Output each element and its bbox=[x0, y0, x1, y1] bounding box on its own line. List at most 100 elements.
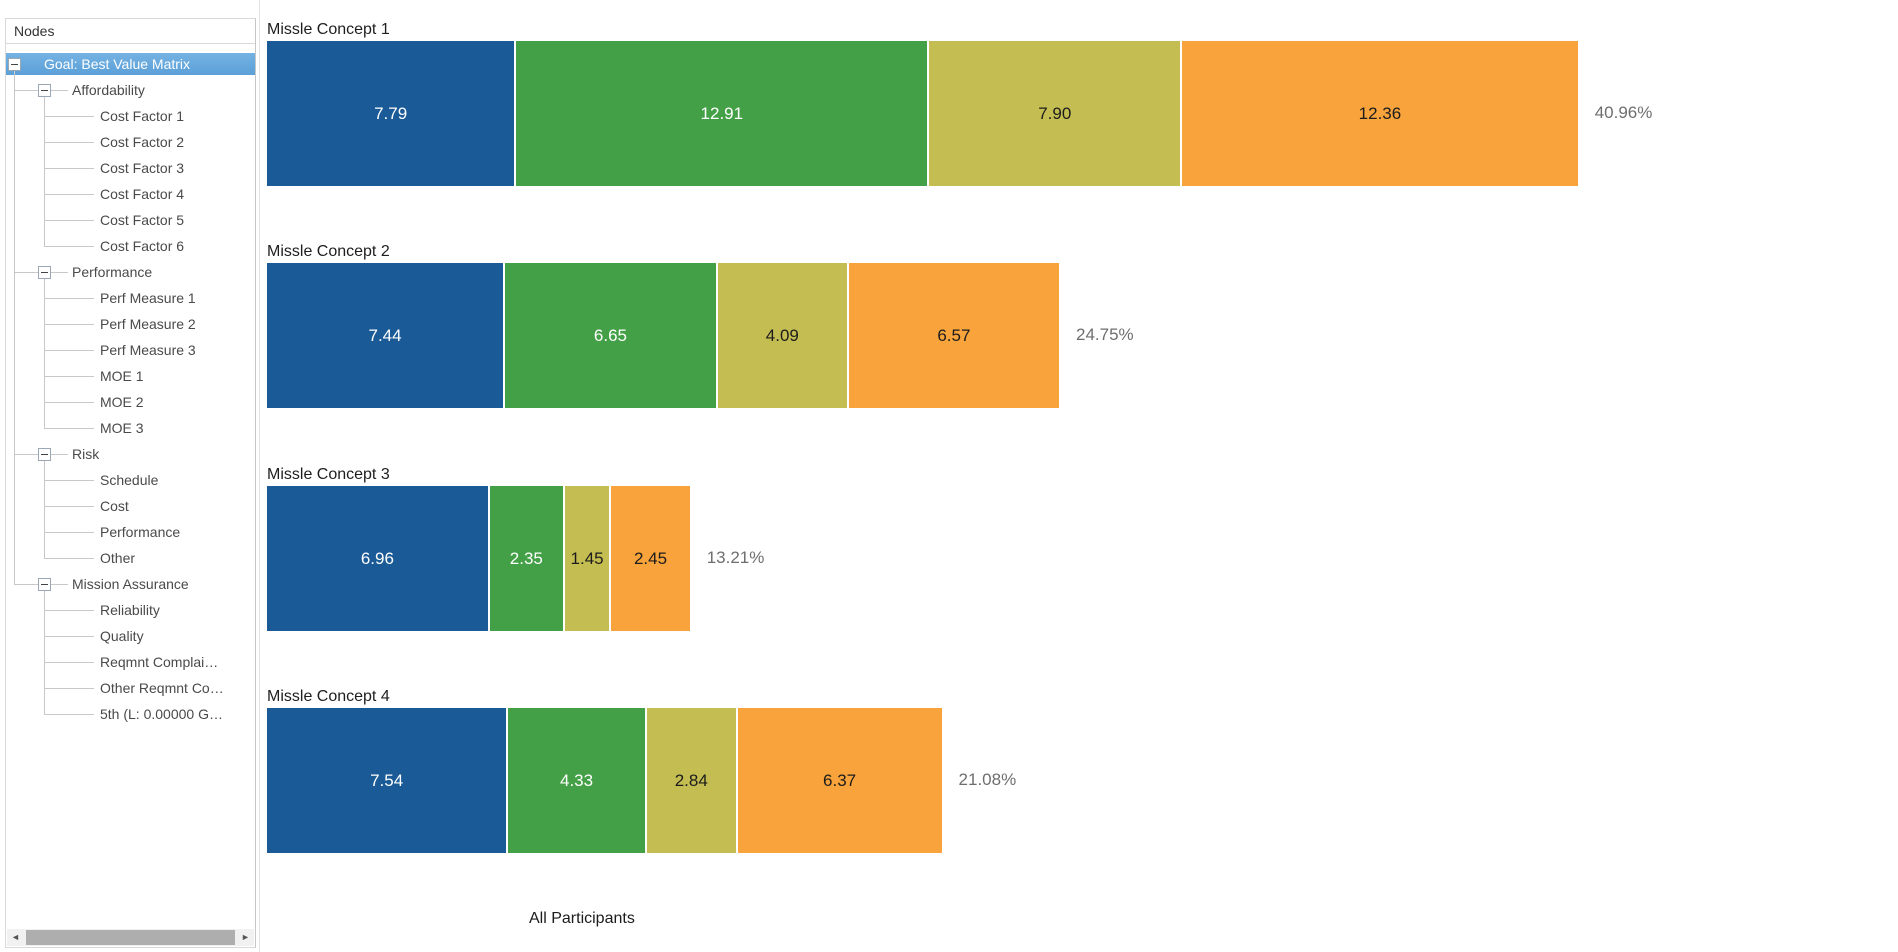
bar-total-label: 21.08% bbox=[958, 770, 1017, 789]
tree-item-label: Other bbox=[100, 550, 136, 566]
tree-item-cost-factor-6[interactable]: Cost Factor 6 bbox=[6, 233, 255, 259]
tree-connector bbox=[44, 531, 94, 533]
tree-connector bbox=[44, 141, 94, 143]
tree-item-label: Perf Measure 3 bbox=[100, 342, 196, 358]
tree-item-label: MOE 2 bbox=[100, 394, 144, 410]
tree-item-cost[interactable]: Cost bbox=[6, 493, 255, 519]
bar-segment-performance: 6.65 bbox=[505, 263, 718, 408]
tree-item-schedule[interactable]: Schedule bbox=[6, 467, 255, 493]
tree-item-label: Reqmnt Complai… bbox=[100, 654, 219, 670]
tree-item-performance[interactable]: Performance bbox=[6, 519, 255, 545]
stacked-bar-missle-concept-2: 7.44 6.65 4.09 6.57 bbox=[267, 263, 1059, 408]
tree-guide-line bbox=[44, 97, 45, 246]
tree-item-reqmnt-complai[interactable]: Reqmnt Complai… bbox=[6, 649, 255, 675]
bar-total-label: 40.96% bbox=[1594, 103, 1653, 122]
segment-value-label: 2.84 bbox=[674, 770, 708, 790]
tree-connector bbox=[14, 89, 38, 91]
tree-item-label: Reliability bbox=[100, 602, 160, 618]
segment-value-label: 12.91 bbox=[700, 103, 744, 123]
expand-toggle-minus[interactable] bbox=[38, 265, 51, 279]
scroll-left-button[interactable]: ◄ bbox=[7, 929, 24, 946]
tree-item-perf-measure-3[interactable]: Perf Measure 3 bbox=[6, 337, 255, 363]
tree-item-perf-measure-2[interactable]: Perf Measure 2 bbox=[6, 311, 255, 337]
tree-item-other[interactable]: Other bbox=[6, 545, 255, 571]
bar-segment-affordability: 7.79 bbox=[267, 41, 517, 186]
expand-toggle-minus[interactable] bbox=[38, 83, 51, 97]
expand-toggle-minus[interactable] bbox=[38, 577, 51, 591]
tree-item-goal-best-value-matrix[interactable]: Goal: Best Value Matrix bbox=[6, 51, 255, 77]
stacked-bar-missle-concept-1: 7.79 12.91 7.90 12.36 bbox=[267, 41, 1578, 186]
tree-item-label: Cost Factor 1 bbox=[100, 108, 185, 124]
bar-segment-risk: 4.09 bbox=[717, 263, 849, 408]
tree-item-perf-measure-1[interactable]: Perf Measure 1 bbox=[6, 285, 255, 311]
tree-connector bbox=[44, 115, 94, 117]
tree-item-other-reqmnt-co[interactable]: Other Reqmnt Co… bbox=[6, 675, 255, 701]
tree-item-label: Risk bbox=[72, 446, 100, 462]
tree-item-performance[interactable]: Performance bbox=[6, 259, 255, 285]
segment-value-label: 7.54 bbox=[370, 770, 404, 790]
tree-guide-line bbox=[44, 461, 45, 558]
tree-connector bbox=[44, 505, 94, 507]
tree-item-moe-2[interactable]: MOE 2 bbox=[6, 389, 255, 415]
tree-item-moe-3[interactable]: MOE 3 bbox=[6, 415, 255, 441]
tree-item-label: Cost Factor 2 bbox=[100, 134, 185, 150]
tree-item-label: Schedule bbox=[100, 472, 159, 488]
bar-total-label: 24.75% bbox=[1076, 325, 1134, 344]
tree-item-risk[interactable]: Risk bbox=[6, 441, 255, 467]
tree-item-cost-factor-5[interactable]: Cost Factor 5 bbox=[6, 207, 255, 233]
tree-connector bbox=[44, 349, 94, 351]
concept-title-missle-concept-2: Missle Concept 2 bbox=[267, 243, 390, 260]
segment-value-label: 7.44 bbox=[368, 325, 402, 345]
bar-segment-risk: 7.90 bbox=[929, 41, 1183, 186]
tree-item-label: Cost Factor 5 bbox=[100, 212, 185, 228]
tree-connector bbox=[44, 609, 94, 611]
panel-splitter[interactable] bbox=[259, 0, 260, 952]
tree-item-reliability[interactable]: Reliability bbox=[6, 597, 255, 623]
horizontal-scrollbar[interactable]: ◄ ► bbox=[7, 929, 254, 946]
scrollbar-track[interactable] bbox=[24, 929, 237, 946]
tree-connector bbox=[44, 323, 94, 325]
minus-icon bbox=[11, 63, 18, 65]
bar-segment-performance: 12.91 bbox=[516, 41, 930, 186]
tree-connector bbox=[51, 583, 68, 585]
tree-item-cost-factor-2[interactable]: Cost Factor 2 bbox=[6, 129, 255, 155]
tree-row-highlight bbox=[6, 53, 255, 75]
bar-segment-affordability: 6.96 bbox=[267, 486, 490, 631]
tree-item-moe-1[interactable]: MOE 1 bbox=[6, 363, 255, 389]
tree-connector bbox=[44, 713, 94, 715]
segment-value-label: 4.09 bbox=[765, 325, 799, 345]
tree-item-label: Performance bbox=[72, 264, 153, 280]
tree-connector bbox=[44, 297, 94, 299]
bar-segment-mission-assurance: 12.36 bbox=[1182, 41, 1578, 186]
segment-value-label: 6.96 bbox=[360, 548, 394, 568]
scrollbar-thumb[interactable] bbox=[26, 930, 235, 945]
tree-connector bbox=[44, 557, 94, 559]
expand-toggle-minus[interactable] bbox=[38, 447, 51, 461]
nodes-panel-title: Nodes bbox=[6, 19, 255, 44]
tree-item-mission-assurance[interactable]: Mission Assurance bbox=[6, 571, 255, 597]
stacked-bar-missle-concept-4: 7.54 4.33 2.84 6.37 bbox=[267, 708, 942, 853]
tree-item-5th-l-0-00000-g[interactable]: 5th (L: 0.00000 G… bbox=[6, 701, 255, 727]
expand-toggle-minus[interactable] bbox=[8, 57, 21, 71]
tree-guide-line bbox=[44, 591, 45, 714]
tree-item-label: Other Reqmnt Co… bbox=[100, 680, 224, 696]
segment-value-label: 6.57 bbox=[937, 325, 971, 345]
segment-value-label: 2.35 bbox=[509, 548, 543, 568]
scroll-right-button[interactable]: ► bbox=[237, 929, 254, 946]
minus-icon bbox=[41, 271, 48, 273]
tree-item-quality[interactable]: Quality bbox=[6, 623, 255, 649]
tree-item-label: Mission Assurance bbox=[72, 576, 189, 592]
segment-value-label: 2.45 bbox=[633, 548, 668, 568]
tree-connector bbox=[44, 401, 94, 403]
tree-guide-line bbox=[44, 279, 45, 428]
tree-connector bbox=[44, 687, 94, 689]
segment-value-label: 1.45 bbox=[570, 548, 604, 568]
participants-caption: All Participants bbox=[529, 910, 635, 927]
tree-item-cost-factor-3[interactable]: Cost Factor 3 bbox=[6, 155, 255, 181]
stacked-bar-chart: Affordability Performance Risk Mission A… bbox=[262, 0, 1898, 952]
tree-item-cost-factor-4[interactable]: Cost Factor 4 bbox=[6, 181, 255, 207]
tree-item-affordability[interactable]: Affordability bbox=[6, 77, 255, 103]
tree-connector bbox=[44, 167, 94, 169]
tree-item-cost-factor-1[interactable]: Cost Factor 1 bbox=[6, 103, 255, 129]
